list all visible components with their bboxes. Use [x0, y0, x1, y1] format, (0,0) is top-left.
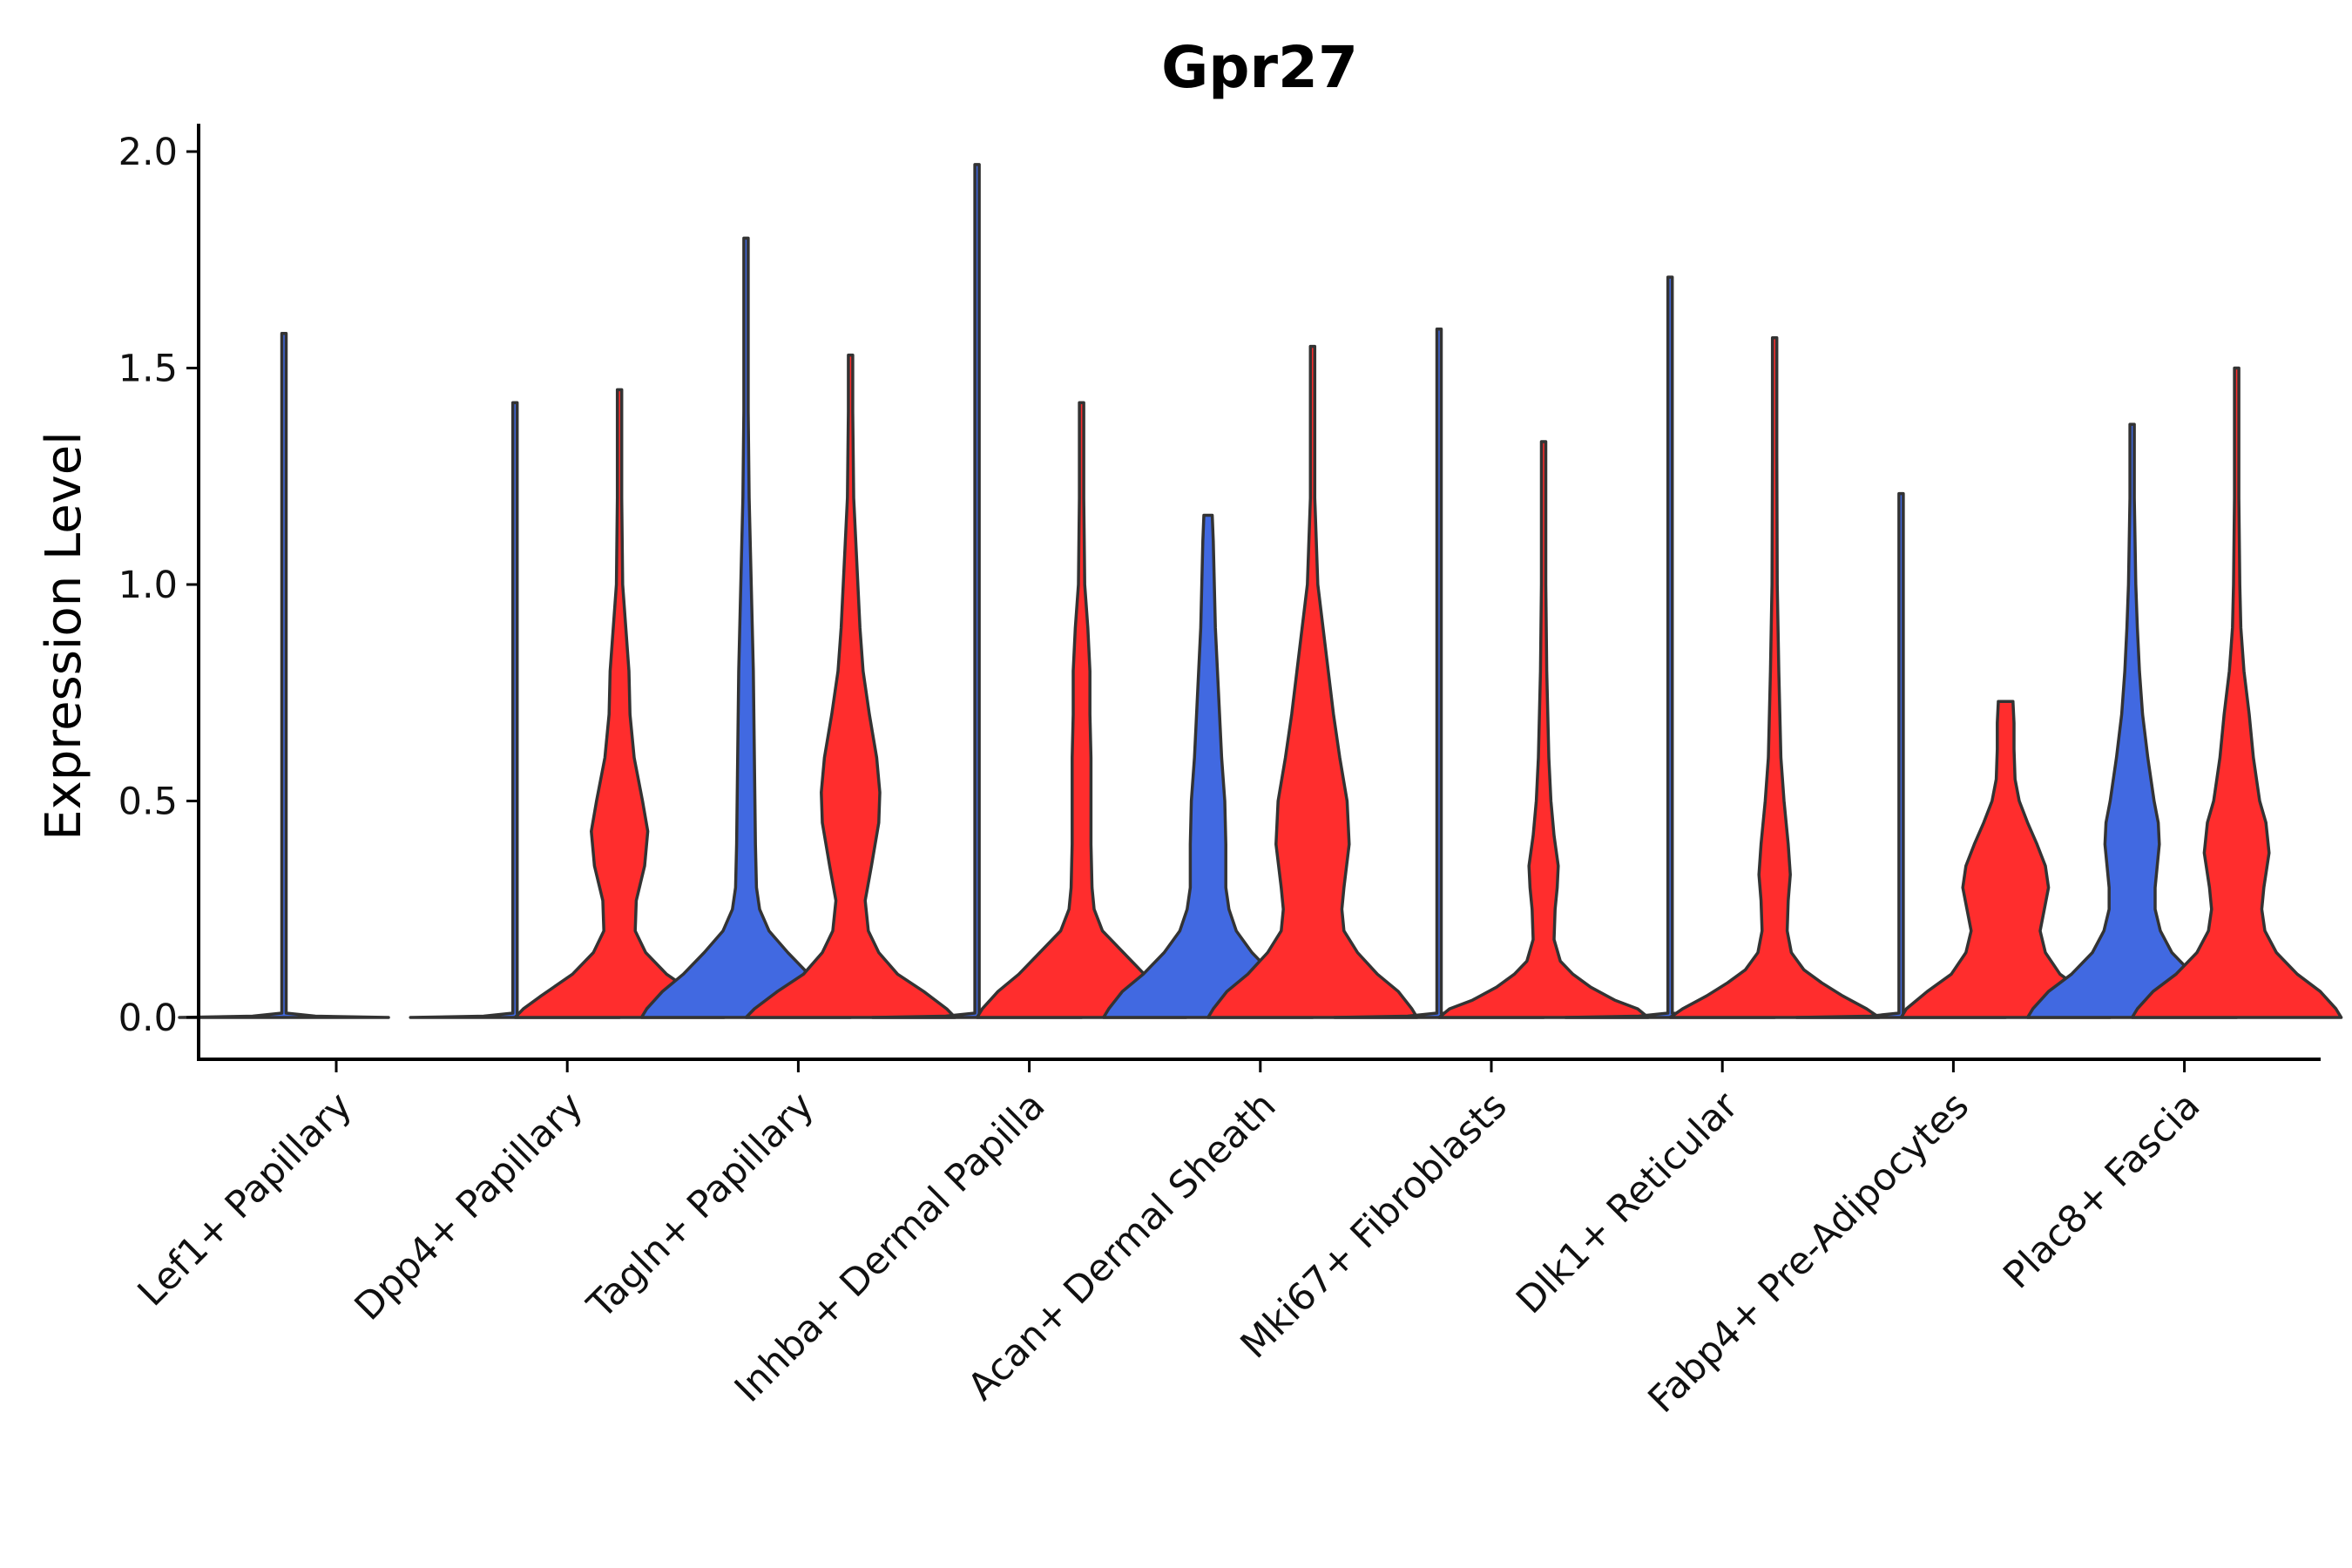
- violin-blue-mki67-fibroblasts: [1333, 328, 1545, 1019]
- violin-red-mki67-fibroblasts: [1437, 440, 1650, 1019]
- y-tick-label: 1.0: [118, 564, 178, 607]
- y-axis-label: Expression Level: [36, 431, 92, 841]
- x-tick-label: Mki67+ Fibroblasts: [1233, 1084, 1516, 1367]
- violin-blue-lef1-papillary: [178, 331, 390, 1019]
- y-tick-label: 0.0: [118, 997, 178, 1040]
- violin-red-tagln-papillary: [744, 353, 957, 1019]
- violin-red-dpp4-papillary: [513, 388, 726, 1019]
- violin-blue-inhba-dermal-papilla: [870, 163, 1084, 1019]
- violin-blue-dlk1-reticular: [1564, 275, 1776, 1019]
- x-tick-label: Dlk1+ Reticular: [1508, 1084, 1747, 1322]
- violin-blue-acan-dermal-sheath: [1102, 513, 1315, 1019]
- violin-red-inhba-dermal-papilla: [975, 401, 1188, 1019]
- y-axis-ticks: 0.0 0.5 1.0 1.5 2.0: [118, 131, 199, 1040]
- x-tick-label: Tagln+ Papillary: [578, 1084, 822, 1328]
- violin-blue-plac8-fascia: [2025, 422, 2239, 1019]
- violin-layer: [178, 163, 2343, 1019]
- y-tick-label: 2.0: [118, 131, 178, 174]
- violin-red-dlk1-reticular: [1668, 335, 1881, 1019]
- y-tick-label: 0.5: [118, 781, 178, 824]
- y-tick-label: 1.5: [118, 348, 178, 391]
- violin-blue-dpp4-papillary: [409, 401, 621, 1019]
- x-tick-label: Dpp4+ Papillary: [347, 1084, 591, 1328]
- violin-blue-tagln-papillary: [639, 236, 853, 1019]
- x-tick-label: Lef1+ Papillary: [130, 1084, 361, 1315]
- violin-red-fabp4-pre-adipocytes: [1899, 700, 2112, 1019]
- x-tick-label: Plac8+ Fascia: [1995, 1084, 2208, 1297]
- violin-red-plac8-fascia: [2130, 366, 2343, 1019]
- chart-title: Gpr27: [1161, 34, 1358, 101]
- violin-red-acan-dermal-sheath: [1206, 344, 1419, 1019]
